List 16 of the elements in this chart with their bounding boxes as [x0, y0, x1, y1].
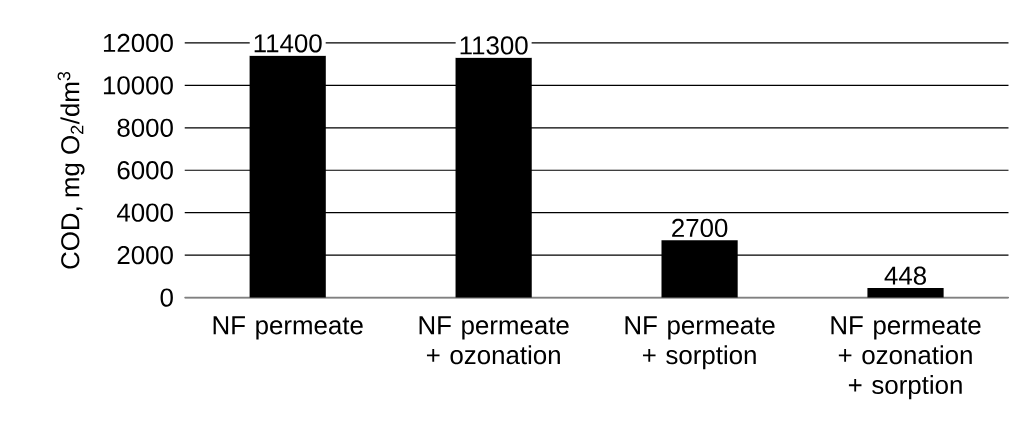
x-tick-label: NF permeate + ozonation	[419, 316, 569, 365]
x-tick-label: NF permeate	[213, 316, 363, 340]
y-tick-label: 0	[160, 288, 173, 307]
x-tick-label: NF permeate + ozonation + sorption	[831, 316, 981, 400]
data-label: 11400	[254, 33, 322, 53]
y-tick-label: 10000	[103, 76, 173, 95]
y-tick-label: 8000	[117, 118, 173, 137]
y-tick-label: 2000	[117, 245, 173, 265]
x-tick-label: NF permeate + sorption	[625, 316, 775, 370]
y-tick-label: 6000	[117, 160, 173, 180]
data-label: 11300	[460, 36, 528, 55]
data-label: 2700	[672, 218, 728, 237]
y-tick-label: 4000	[116, 203, 173, 222]
y-tick-label: 12000	[103, 33, 173, 52]
data-label: 448	[884, 266, 926, 285]
y-axis-title: COD, mg O$_{2}$/dm$^{3}$	[57, 71, 85, 269]
